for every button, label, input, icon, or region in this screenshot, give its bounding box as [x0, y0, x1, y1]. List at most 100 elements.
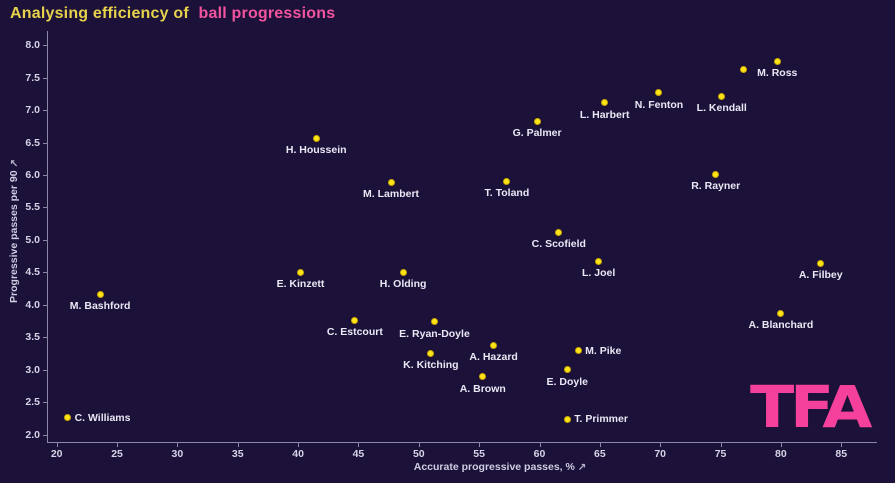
scatter-point	[817, 259, 825, 267]
y-tick-label: 3.0	[25, 363, 40, 376]
north-east-arrow-icon: ↗	[577, 462, 587, 473]
point-label: C. Williams	[74, 411, 131, 424]
chart-title: Analysing efficiency of ball progression…	[10, 5, 335, 23]
x-tick-label: 65	[594, 448, 606, 460]
scatter-point	[655, 89, 663, 97]
y-tick	[43, 369, 47, 371]
y-tick	[43, 239, 47, 241]
north-east-arrow-icon: ↗	[9, 159, 20, 168]
y-tick-label: 8.0	[25, 39, 40, 52]
x-tick-label: 35	[231, 448, 244, 460]
scatter-point	[533, 117, 541, 125]
x-tick	[841, 443, 843, 447]
y-tick	[43, 402, 47, 404]
y-tick	[43, 272, 47, 274]
x-axis-spine	[47, 442, 877, 443]
x-tick	[599, 443, 601, 447]
point-label: M. Pike	[585, 344, 622, 357]
x-tick	[720, 443, 722, 447]
point-label: N. Fenton	[634, 98, 684, 111]
y-tick	[43, 337, 47, 339]
x-tick	[358, 443, 360, 447]
y-tick-label: 6.0	[25, 169, 40, 181]
x-tick-label: 25	[111, 448, 123, 460]
x-tick	[660, 443, 662, 447]
scatter-point	[297, 268, 304, 276]
scatter-point	[712, 170, 720, 178]
scatter-point	[430, 318, 438, 326]
point-label: C. Estcourt	[326, 326, 383, 339]
point-label: L. Kendall	[696, 102, 747, 115]
x-tick-label: 85	[835, 448, 848, 460]
scatter-point	[595, 257, 603, 265]
x-tick-label: 30	[171, 448, 184, 460]
x-axis-label-text: Accurate progressive passes, %	[413, 461, 575, 473]
point-label: K. Kitching	[403, 359, 459, 372]
point-label: H. Houssein	[285, 144, 347, 156]
point-label: M. Ross	[757, 67, 798, 80]
point-label: T. Primmer	[574, 413, 628, 426]
x-tick	[298, 443, 300, 447]
x-tick	[539, 443, 541, 447]
x-axis-label: Accurate progressive passes, % ↗	[414, 461, 586, 473]
y-tick-label: 2.5	[25, 396, 40, 409]
x-tick-label: 20	[50, 448, 63, 460]
scatter-point	[64, 414, 72, 422]
point-label: L. Harbert	[579, 108, 630, 121]
x-tick	[479, 443, 481, 447]
x-tick	[418, 443, 420, 447]
point-label: A. Blanchard	[748, 319, 814, 332]
x-tick	[56, 443, 58, 447]
x-tick-label: 45	[352, 448, 365, 460]
y-tick-label: 2.0	[25, 428, 40, 441]
point-label: R. Rayner	[691, 180, 741, 193]
y-tick-label: 6.5	[25, 136, 40, 149]
chart-title-prefix: Analysing efficiency of	[10, 5, 189, 22]
point-label: A. Hazard	[469, 351, 518, 364]
y-tick	[43, 434, 47, 436]
point-label: A. Filbey	[798, 269, 843, 282]
scatter-point	[387, 178, 395, 186]
x-tick-label: 55	[473, 448, 485, 460]
point-label: G. Palmer	[512, 127, 562, 140]
point-label: M. Bashford	[69, 300, 131, 313]
scatter-point	[96, 290, 104, 298]
scatter-point	[718, 92, 726, 100]
scatter-point	[563, 366, 571, 374]
point-label: E. Kinzett	[276, 278, 325, 291]
scatter-point	[777, 309, 785, 317]
scatter-point	[427, 349, 435, 357]
x-tick	[177, 443, 179, 447]
y-tick-label: 4.0	[25, 298, 40, 311]
y-axis-label: Progressive passes per 90 ↗	[8, 159, 20, 303]
scatter-point	[773, 57, 781, 65]
scatter-point	[399, 268, 407, 276]
y-tick	[43, 142, 47, 144]
scatter-point	[351, 316, 359, 324]
point-label: C. Scofield	[531, 238, 586, 251]
x-tick-label: 40	[292, 448, 304, 460]
y-tick	[43, 207, 47, 209]
x-tick	[237, 443, 239, 447]
y-tick-label: 3.5	[25, 331, 40, 344]
x-tick	[117, 443, 119, 447]
point-label: M. Lambert	[363, 188, 420, 201]
scatter-point	[739, 66, 747, 74]
y-tick-label: 7.0	[25, 104, 40, 117]
x-tick-label: 75	[714, 448, 727, 460]
point-label: E. Doyle	[546, 375, 588, 388]
x-tick-label: 80	[775, 448, 787, 460]
scatter-point	[555, 228, 563, 236]
y-tick	[43, 77, 47, 79]
point-label: E. Ryan-Doyle	[399, 327, 470, 340]
point-label: A. Brown	[459, 382, 506, 395]
scatter-point	[490, 341, 498, 349]
tfa-logo: TFA	[750, 373, 873, 441]
y-axis-spine	[47, 31, 48, 443]
x-tick	[780, 443, 782, 447]
x-tick-label: 60	[533, 448, 546, 460]
y-tick-label: 4.5	[25, 266, 40, 279]
point-label: T. Toland	[484, 187, 530, 200]
scatter-point	[574, 347, 582, 355]
scatter-point	[601, 99, 609, 107]
